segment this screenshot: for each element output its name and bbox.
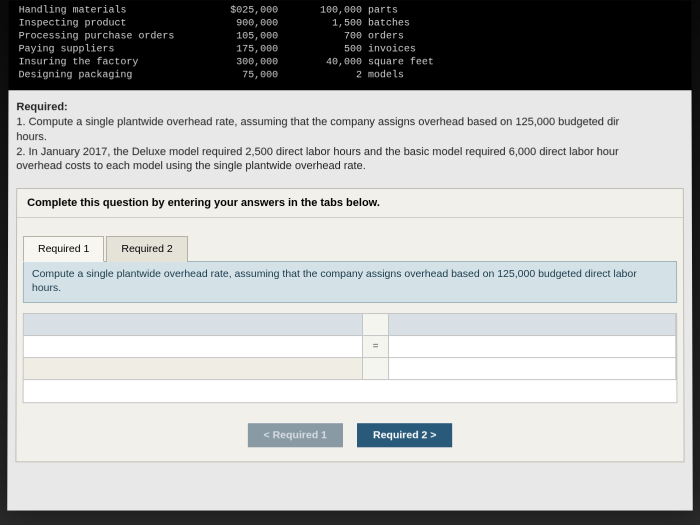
required-item-2b: overhead costs to each model using the s… <box>16 160 366 172</box>
table-row: Handling materials $025,000 100,000 part… <box>19 5 682 18</box>
tab-instruction: Compute a single plantwide overhead rate… <box>23 261 677 302</box>
qty-value: 500 <box>298 43 368 56</box>
table-row: Designing packaging 75,000 2 models <box>19 69 682 82</box>
tab-required-2[interactable]: Required 2 <box>106 236 187 262</box>
cost-value: 300,000 <box>198 56 298 69</box>
required-item-1: 1. Compute a single plantwide overhead r… <box>16 116 619 128</box>
qty-value: 700 <box>298 30 368 43</box>
overhead-data-table: Handling materials $025,000 100,000 part… <box>8 1 691 91</box>
unit-label: parts <box>368 5 468 18</box>
answer-area: = <box>23 313 678 403</box>
qty-value: 40,000 <box>298 56 368 69</box>
unit-label: square feet <box>368 56 468 69</box>
unit-label: invoices <box>368 43 468 56</box>
answer-cell <box>363 358 389 379</box>
cost-value: 105,000 <box>198 30 298 43</box>
answer-cell[interactable] <box>389 336 676 357</box>
activity-label: Processing purchase orders <box>19 30 199 43</box>
activity-label: Paying suppliers <box>19 43 199 56</box>
tabs: Required 1 Required 2 <box>23 236 683 262</box>
unit-label: orders <box>368 30 468 43</box>
activity-label: Inspecting product <box>19 18 199 31</box>
qty-value: 2 <box>298 69 368 82</box>
answer-cell <box>363 314 389 335</box>
question-header: Complete this question by entering your … <box>17 189 683 218</box>
activity-label: Insuring the factory <box>19 56 199 69</box>
answer-row <box>24 358 677 380</box>
table-row: Processing purchase orders 105,000 700 o… <box>19 30 682 43</box>
answer-cell[interactable] <box>389 314 676 335</box>
qty-value: 100,000 <box>298 5 368 18</box>
required-item-1b: hours. <box>16 131 47 143</box>
activity-label: Handling materials <box>19 5 199 18</box>
table-row: Paying suppliers 175,000 500 invoices <box>19 43 682 56</box>
cost-value: 900,000 <box>198 18 298 31</box>
equals-cell: = <box>363 336 389 357</box>
next-required-button[interactable]: Required 2 > <box>357 423 452 447</box>
required-heading: Required: <box>16 101 67 113</box>
table-row: Inspecting product 900,000 1,500 batches <box>19 18 682 31</box>
answer-cell[interactable] <box>24 336 363 357</box>
activity-label: Designing packaging <box>19 69 199 82</box>
table-row: Insuring the factory 300,000 40,000 squa… <box>19 56 682 69</box>
cost-value: 175,000 <box>198 43 298 56</box>
tab-required-1[interactable]: Required 1 <box>23 236 104 262</box>
answer-cell[interactable] <box>24 314 363 335</box>
unit-label: batches <box>368 18 468 31</box>
required-section: Required: 1. Compute a single plantwide … <box>8 90 692 182</box>
answer-header-row <box>24 314 676 336</box>
unit-label: models <box>368 69 468 82</box>
cost-value: $025,000 <box>198 5 298 18</box>
nav-buttons: < Required 1 Required 2 > <box>16 413 683 461</box>
answer-row: = <box>24 336 677 358</box>
required-item-2: 2. In January 2017, the Deluxe model req… <box>16 146 618 158</box>
answer-cell[interactable] <box>24 358 363 379</box>
qty-value: 1,500 <box>298 18 368 31</box>
cost-value: 75,000 <box>198 69 298 82</box>
question-panel: Complete this question by entering your … <box>15 188 684 462</box>
answer-cell[interactable] <box>389 358 676 379</box>
prev-required-button[interactable]: < Required 1 <box>248 423 343 447</box>
